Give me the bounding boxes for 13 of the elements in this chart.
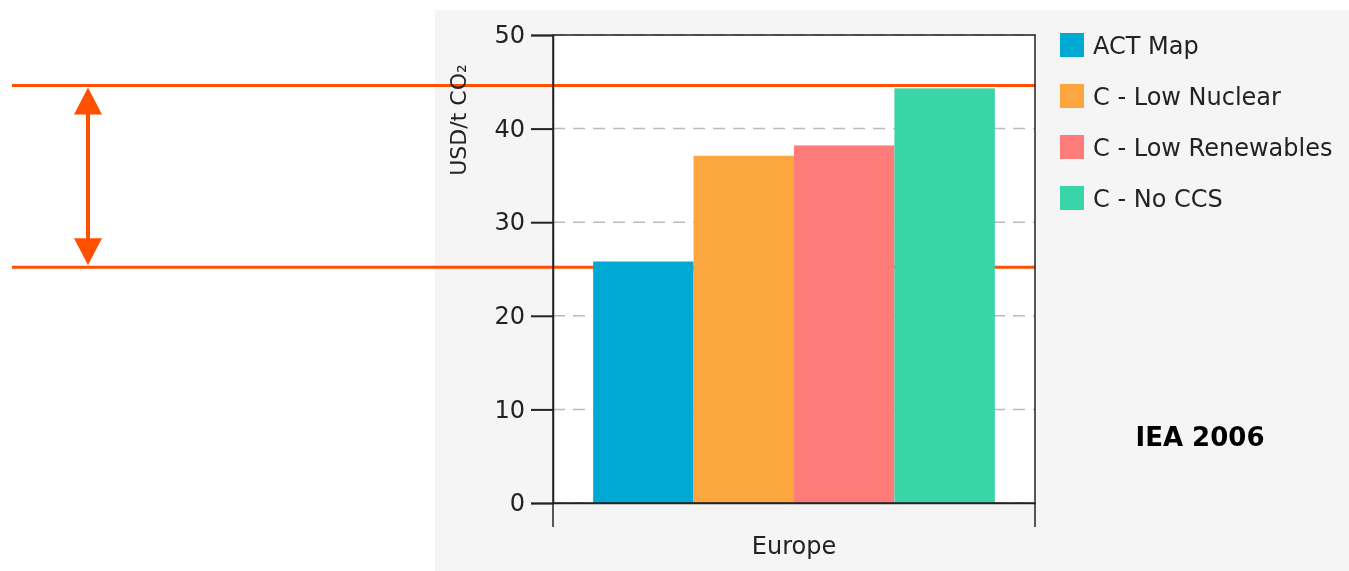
x-tick-label: Europe xyxy=(751,532,837,561)
legend-label: C - Low Renewables xyxy=(1093,134,1333,162)
legend-label: C - No CCS xyxy=(1093,185,1223,213)
y-axis-title: USD/t CO₂ xyxy=(446,64,471,176)
y-tick-label: 0 xyxy=(509,489,525,518)
legend-label: ACT Map xyxy=(1093,32,1199,60)
y-tick-label: 40 xyxy=(494,114,525,143)
y-tick-label: 10 xyxy=(494,395,525,424)
legend-label: C - Low Nuclear xyxy=(1093,83,1282,111)
y-tick-label: 20 xyxy=(494,301,525,330)
text: IEA 2006 xyxy=(1135,422,1265,452)
y-tick-label: 50 xyxy=(494,21,525,50)
y-tick-label: 30 xyxy=(494,208,525,237)
